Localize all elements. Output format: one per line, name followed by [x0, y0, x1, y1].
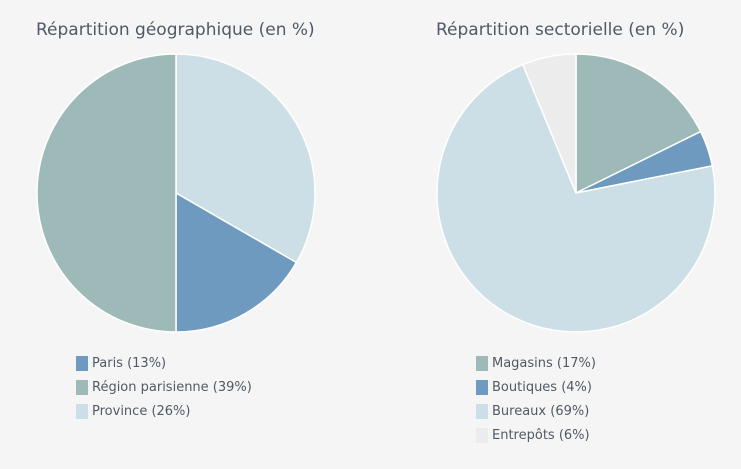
- pie-slice-1: [36, 53, 177, 333]
- legend-swatch: [76, 355, 88, 371]
- legend-swatch: [476, 379, 488, 395]
- sectoral-pie-chart: [436, 53, 716, 333]
- pie-slice-0: [575, 53, 702, 195]
- legend-label: Région parisienne (39%): [92, 379, 252, 395]
- geographic-pie-chart: [36, 53, 316, 333]
- legend-label: Bureaux (69%): [492, 403, 590, 419]
- legend-swatch: [476, 427, 488, 443]
- legend-item-region-parisienne: Région parisienne (39%): [76, 375, 252, 399]
- chart-title: Répartition sectorielle (en %): [436, 20, 685, 40]
- sectoral-chart-panel: Répartition sectorielle (en %) Magasins …: [400, 0, 741, 469]
- geographic-chart-panel: Répartition géographique (en %) Paris (1…: [0, 0, 370, 469]
- legend-item-province: Province (26%): [76, 399, 252, 423]
- legend-swatch: [476, 355, 488, 371]
- legend-item-entrepots: Entrepôts (6%): [476, 423, 596, 447]
- legend-swatch: [76, 403, 88, 419]
- legend-item-paris: Paris (13%): [76, 351, 252, 375]
- legend-item-bureaux: Bureaux (69%): [476, 399, 596, 423]
- chart-title: Répartition géographique (en %): [36, 20, 315, 40]
- pie-slice-2: [436, 63, 716, 333]
- legend-item-boutiques: Boutiques (4%): [476, 375, 596, 399]
- legend-label: Boutiques (4%): [492, 379, 592, 395]
- pie-slice-2: [175, 53, 316, 264]
- pie-slice-0: [175, 191, 298, 333]
- legend-label: Province (26%): [92, 403, 191, 419]
- legend-swatch: [476, 403, 488, 419]
- legend-label: Magasins (17%): [492, 355, 596, 371]
- geographic-legend: Paris (13%) Région parisienne (39%) Prov…: [76, 351, 252, 423]
- legend-item-magasins: Magasins (17%): [476, 351, 596, 375]
- legend-swatch: [76, 379, 88, 395]
- sectoral-legend: Magasins (17%) Boutiques (4%) Bureaux (6…: [476, 351, 596, 447]
- pie-slice-3: [521, 53, 577, 194]
- legend-label: Paris (13%): [92, 355, 167, 371]
- legend-label: Entrepôts (6%): [492, 427, 590, 443]
